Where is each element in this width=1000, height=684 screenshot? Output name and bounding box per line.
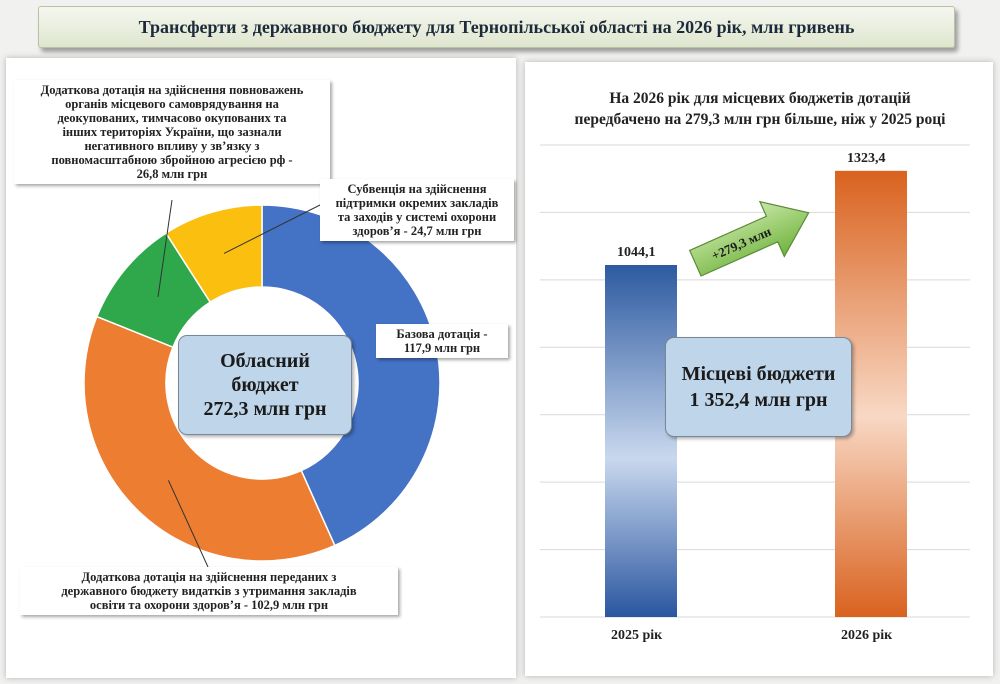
donut-center-line1: Обласний <box>220 350 310 372</box>
callout-blue-line: Базова дотація - <box>396 327 488 341</box>
bar-center-line2: 1 352,4 млн грн <box>689 389 828 411</box>
bar <box>605 264 677 617</box>
callout-orange-line: Додаткова дотація на здійснення передани… <box>81 570 337 584</box>
x-tick-label: 2026 рік <box>841 628 893 643</box>
callout-blue-line: 117,9 млн грн <box>403 341 481 355</box>
callout-yellow: Субвенція на здійснення підтримки окреми… <box>320 179 514 241</box>
increase-arrow-shape <box>688 200 810 277</box>
bar-title-line1: На 2026 рік для місцевих бюджетів дотаці… <box>609 90 911 107</box>
callout-orange: Додаткова дотація на здійснення передани… <box>20 567 398 615</box>
leader-line <box>223 203 323 254</box>
donut-slice <box>261 204 441 547</box>
callout-yellow-line: Субвенція на здійснення <box>347 182 487 196</box>
page-title: Трансферти з державного бюджету для Терн… <box>138 16 855 37</box>
callout-green-line: органів місцевого самоврядування на <box>65 97 279 111</box>
donut-slice <box>164 204 263 304</box>
x-tick-label: 2025 рік <box>611 628 663 643</box>
title-banner: Трансферти з державного бюджету для Терн… <box>38 6 955 48</box>
donut-center-line2: бюджет <box>231 374 299 396</box>
callout-green-line: повномасштабною збройною агресією рф - <box>51 153 293 167</box>
callout-green-line: деокупованих, тимчасово окупованих та <box>57 111 287 125</box>
callout-green: Додаткова дотація на здійснення повноваж… <box>14 80 330 184</box>
callout-green-line: Додаткова дотація на здійснення повноваж… <box>40 83 304 97</box>
leader-line <box>157 199 173 297</box>
leader-line <box>167 480 209 568</box>
donut-center-line3: 272,3 млн грн <box>203 398 327 420</box>
callout-blue: Базова дотація - 117,9 млн грн <box>376 324 508 358</box>
callout-yellow-line: здоров’я - 24,7 млн грн <box>352 224 482 238</box>
bar-center-label: Місцеві бюджети 1 352,4 млн грн <box>665 337 852 437</box>
callout-orange-line: освіти та охорони здоров’я - 102,9 млн г… <box>89 598 329 612</box>
bar-title-line2: передбачено на 279,3 млн грн більше, ніж… <box>574 111 946 128</box>
callout-green-line: негативного впливу у зв’язку з <box>84 139 260 153</box>
increase-arrow: +279,3 млн <box>688 200 810 277</box>
bar-value-label: 1044,1 <box>617 244 656 260</box>
callout-green-line: інших територіях України, що зазнали <box>62 125 282 139</box>
donut-slice <box>83 315 336 562</box>
bar-value-label: 1323,4 <box>847 150 886 166</box>
donut-center-label: Обласний бюджет 272,3 млн грн <box>178 335 352 435</box>
callout-green-line: 26,8 млн грн <box>136 167 208 181</box>
callout-yellow-line: та заходів у системі охорони <box>337 210 497 224</box>
callout-yellow-line: підтримки окремих закладів <box>335 196 499 210</box>
bar-chart-title: На 2026 рік для місцевих бюджетів дотаці… <box>535 88 985 130</box>
callout-orange-line: державного бюджету видатків з утримання … <box>61 584 357 598</box>
bar-center-line1: Місцеві бюджети <box>681 363 836 385</box>
